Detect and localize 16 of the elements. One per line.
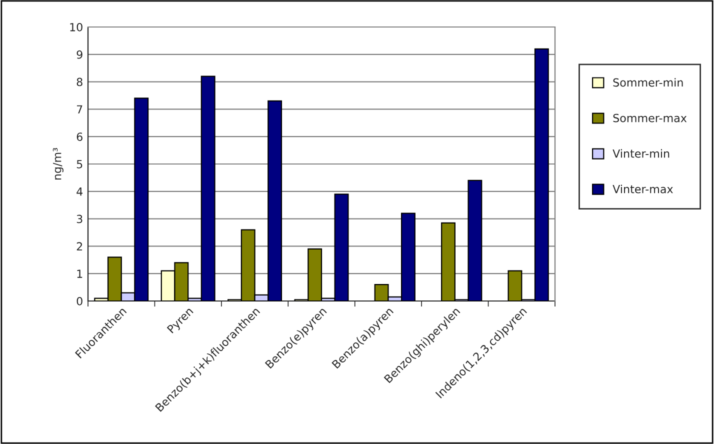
legend-label: Vinter-max — [612, 184, 673, 194]
y-tick-label: 7 — [76, 105, 82, 114]
y-tick-label: 4 — [76, 188, 83, 196]
y-tick-label: 3 — [76, 214, 82, 224]
y-tick-label: 2 — [76, 242, 82, 250]
y-tick-label: 0 — [76, 296, 82, 306]
y-tick-label: 8 — [76, 78, 82, 86]
y-tick-label: 9 — [76, 50, 82, 59]
legend-label: Sommer-max — [613, 114, 687, 122]
y-tick-label: 10 — [70, 22, 82, 32]
legend-label: Sommer-min — [613, 78, 683, 87]
y-tick-label: 5 — [76, 160, 82, 168]
legend-label: Vinter-min — [612, 149, 670, 158]
y-axis-title: ng/m³ — [52, 148, 64, 180]
y-tick-label: 1 — [77, 270, 82, 278]
y-tick-label: 6 — [76, 132, 82, 141]
